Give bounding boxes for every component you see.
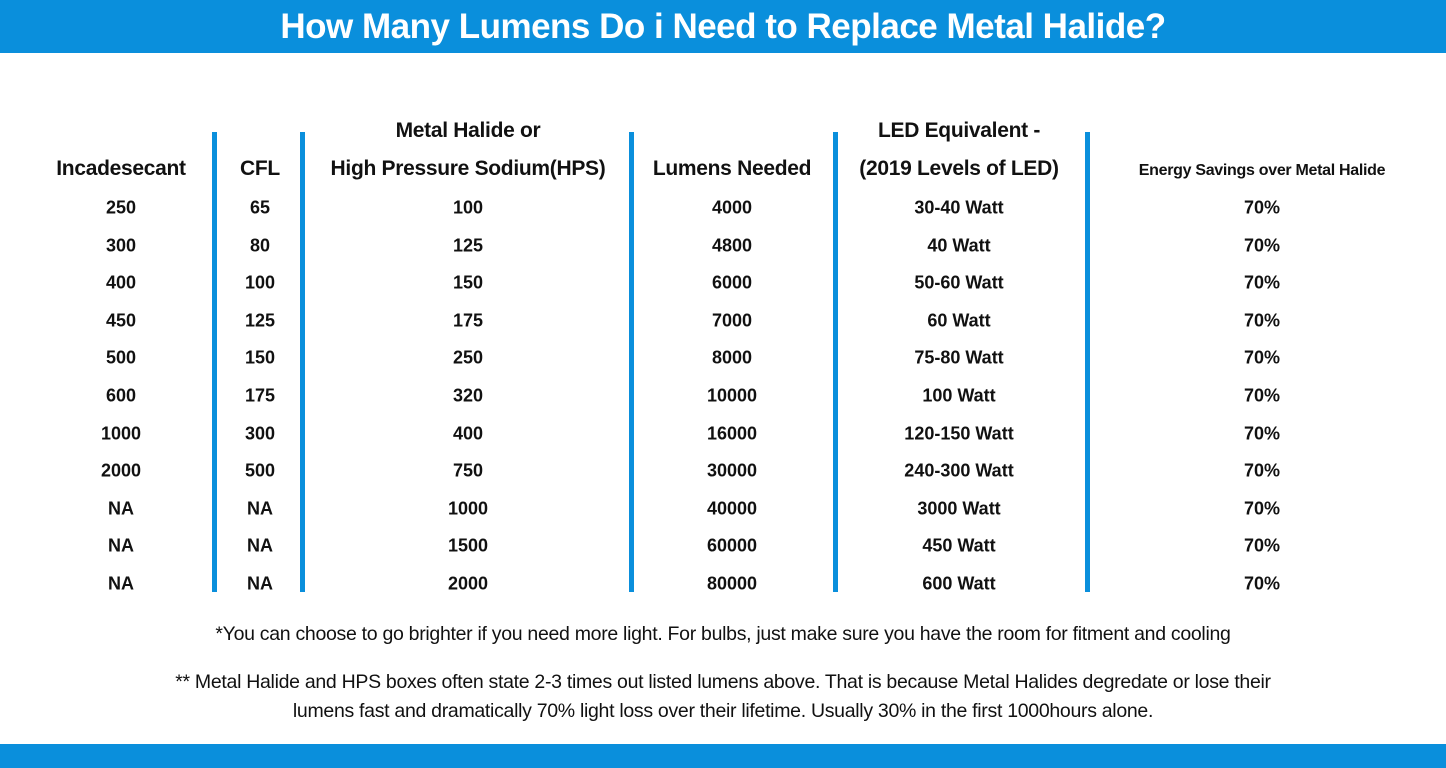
cell-lumens-needed: 4000	[711, 197, 753, 218]
cell-lumens-needed: 16000	[706, 423, 758, 444]
cell-energy-savings: 70%	[1243, 272, 1281, 293]
cell-lumens-needed: 6000	[711, 272, 753, 293]
cell-energy-savings: 70%	[1243, 535, 1281, 556]
cell-lumens-needed: 4800	[711, 235, 753, 256]
cell-cfl: NA	[247, 573, 273, 594]
cell-led-equivalent: 240-300 Watt	[904, 460, 1014, 481]
column-header-incandescent: Incadesecant	[56, 157, 186, 180]
column-divider	[833, 132, 838, 592]
cell-incandescent: 250	[105, 197, 137, 218]
cell-metal-halide-hps: 125	[452, 235, 484, 256]
cell-led-equivalent: 450 Watt	[922, 535, 996, 556]
cell-incandescent: NA	[108, 535, 134, 556]
cell-lumens-needed: 40000	[706, 498, 758, 519]
column-divider	[300, 132, 305, 592]
footnote-2-line-2: lumens fast and dramatically 70% light l…	[292, 700, 1154, 722]
cell-metal-halide-hps: 100	[452, 197, 484, 218]
cell-incandescent: 300	[105, 235, 137, 256]
cell-led-equivalent: 60 Watt	[927, 310, 991, 331]
cell-metal-halide-hps: 1500	[447, 535, 489, 556]
footnote-2-line-1: ** Metal Halide and HPS boxes often stat…	[175, 671, 1271, 693]
cell-metal-halide-hps: 320	[452, 385, 484, 406]
cell-energy-savings: 70%	[1243, 197, 1281, 218]
footer-banner	[0, 744, 1446, 768]
cell-incandescent: NA	[108, 573, 134, 594]
cell-metal-halide-hps: 175	[452, 310, 484, 331]
column-header-metal-halide-hps: High Pressure Sodium(HPS)	[330, 157, 606, 180]
cell-energy-savings: 70%	[1243, 573, 1281, 594]
cell-lumens-needed: 80000	[706, 573, 758, 594]
cell-led-equivalent: 40 Watt	[927, 235, 991, 256]
cell-energy-savings: 70%	[1243, 498, 1281, 519]
column-header-led-equivalent-line1: LED Equivalent -	[877, 119, 1041, 142]
cell-led-equivalent: 100 Watt	[922, 385, 996, 406]
cell-cfl: 300	[244, 423, 276, 444]
cell-metal-halide-hps: 250	[452, 347, 484, 368]
cell-metal-halide-hps: 2000	[447, 573, 489, 594]
cell-led-equivalent: 30-40 Watt	[914, 197, 1004, 218]
column-header-lumens-needed: Lumens Needed	[652, 157, 812, 180]
cell-incandescent: 600	[105, 385, 137, 406]
cell-energy-savings: 70%	[1243, 460, 1281, 481]
title-banner: How Many Lumens Do i Need to Replace Met…	[0, 0, 1446, 53]
cell-led-equivalent: 75-80 Watt	[914, 347, 1004, 368]
cell-incandescent: 500	[105, 347, 137, 368]
cell-cfl: 175	[244, 385, 276, 406]
column-divider	[212, 132, 217, 592]
cell-incandescent: 400	[105, 272, 137, 293]
cell-lumens-needed: 30000	[706, 460, 758, 481]
cell-energy-savings: 70%	[1243, 235, 1281, 256]
cell-cfl: NA	[247, 535, 273, 556]
cell-incandescent: 1000	[100, 423, 142, 444]
cell-lumens-needed: 7000	[711, 310, 753, 331]
cell-incandescent: NA	[108, 498, 134, 519]
cell-cfl: 65	[249, 197, 271, 218]
cell-led-equivalent: 120-150 Watt	[904, 423, 1014, 444]
cell-led-equivalent: 600 Watt	[922, 573, 996, 594]
cell-incandescent: 450	[105, 310, 137, 331]
cell-lumens-needed: 8000	[711, 347, 753, 368]
column-divider	[629, 132, 634, 592]
cell-led-equivalent: 50-60 Watt	[914, 272, 1004, 293]
cell-metal-halide-hps: 150	[452, 272, 484, 293]
cell-incandescent: 2000	[100, 460, 142, 481]
column-header-energy-savings: Energy Savings over Metal Halide	[1138, 162, 1386, 179]
page-title: How Many Lumens Do i Need to Replace Met…	[280, 6, 1166, 46]
cell-cfl: 100	[244, 272, 276, 293]
cell-metal-halide-hps: 750	[452, 460, 484, 481]
cell-metal-halide-hps: 1000	[447, 498, 489, 519]
cell-led-equivalent: 3000 Watt	[917, 498, 1001, 519]
cell-lumens-needed: 60000	[706, 535, 758, 556]
column-divider	[1085, 132, 1090, 592]
cell-cfl: 125	[244, 310, 276, 331]
footnote-1: *You can choose to go brighter if you ne…	[215, 623, 1231, 645]
cell-energy-savings: 70%	[1243, 385, 1281, 406]
column-header-metal-halide-hps-line1: Metal Halide or	[395, 119, 541, 142]
cell-metal-halide-hps: 400	[452, 423, 484, 444]
cell-energy-savings: 70%	[1243, 423, 1281, 444]
cell-energy-savings: 70%	[1243, 310, 1281, 331]
cell-cfl: 150	[244, 347, 276, 368]
cell-cfl: NA	[247, 498, 273, 519]
column-header-cfl: CFL	[240, 157, 280, 180]
cell-cfl: 500	[244, 460, 276, 481]
column-header-led-equivalent: (2019 Levels of LED)	[859, 157, 1059, 180]
cell-lumens-needed: 10000	[706, 385, 758, 406]
cell-cfl: 80	[249, 235, 271, 256]
cell-energy-savings: 70%	[1243, 347, 1281, 368]
